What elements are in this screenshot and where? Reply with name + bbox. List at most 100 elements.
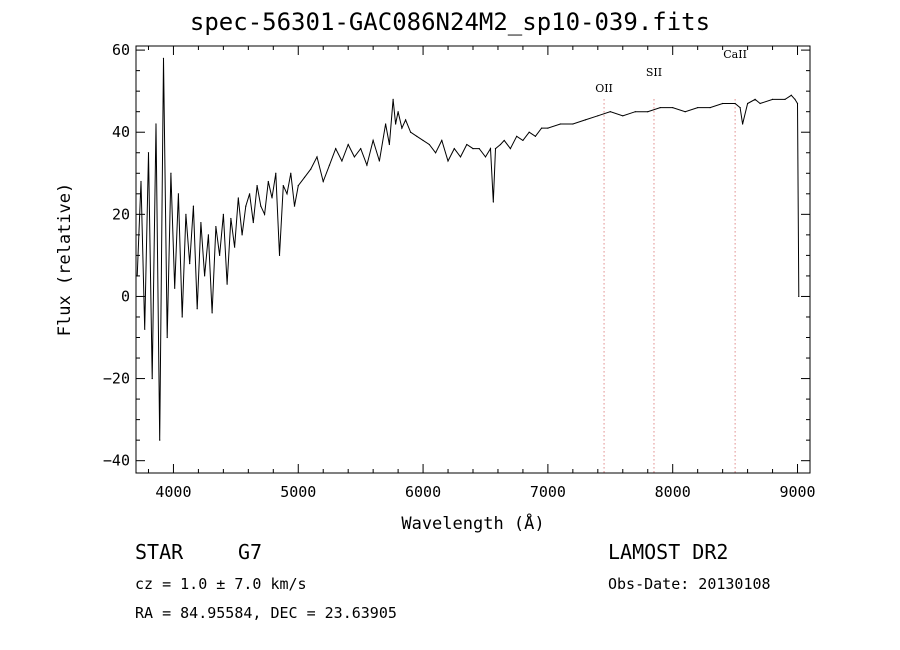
spectrum-point — [230, 217, 232, 220]
y-tick-label: 0 — [121, 287, 130, 305]
plot-frame — [135, 45, 811, 474]
spectrum-point — [263, 213, 266, 215]
object-subclass: G7 — [238, 540, 263, 564]
spectrum-point — [392, 98, 394, 100]
spectrum-point — [353, 156, 356, 158]
spectrum-point — [211, 312, 213, 314]
spectrum-point — [252, 221, 254, 224]
spectrum-point — [275, 172, 277, 174]
spectrum-point — [528, 131, 530, 133]
spectrum-point — [316, 156, 318, 158]
y-tick-label: 40 — [112, 123, 130, 141]
spectrum-point — [248, 193, 251, 195]
spectrum-point — [181, 316, 183, 318]
spectrum-point — [734, 102, 736, 105]
spectrum-point — [286, 193, 288, 195]
spectrum-point — [659, 106, 661, 109]
spectrum-point — [366, 164, 368, 166]
spectrum-point — [360, 148, 362, 150]
spectrum-point — [282, 184, 284, 187]
spectrum-point — [453, 148, 455, 150]
spectrum-point — [372, 139, 374, 142]
chart-title: spec-56301-GAC086N24M2_sp10-039.fits — [189, 8, 711, 36]
spectrum-point — [147, 152, 150, 154]
spectrum-point — [297, 184, 299, 187]
spectrum-point — [385, 123, 387, 125]
obs-date: Obs-Date: 20130108 — [608, 575, 771, 593]
object-class: STAR — [135, 540, 184, 564]
spectrum-point — [170, 172, 172, 174]
spectrum-point — [378, 160, 380, 162]
spectrum-point — [484, 156, 487, 158]
spectrum-point — [328, 164, 331, 166]
spectrum-point — [192, 205, 195, 207]
spectrum-point — [335, 148, 337, 150]
spectrum-point — [447, 160, 449, 162]
spectrum-point — [494, 148, 497, 150]
spectrum-point — [405, 119, 407, 121]
spectrum-point — [290, 172, 292, 174]
spectrum-point — [489, 148, 492, 150]
spectrum-point — [541, 127, 543, 129]
x-axis-label: Wavelength (Å) — [401, 512, 544, 534]
x-tick-label: 8000 — [655, 483, 691, 501]
x-tick-label: 7000 — [530, 483, 566, 501]
redshift-line: cz = 1.0 ± 7.0 km/s — [135, 575, 307, 593]
spectrum-point — [559, 123, 561, 125]
spectrum-point — [401, 127, 403, 129]
y-tick-label: −20 — [103, 370, 130, 388]
spectrum-point — [622, 115, 624, 117]
spectrum-point — [754, 98, 756, 100]
spectrum-point — [739, 106, 741, 109]
x-tick-label: 5000 — [280, 483, 316, 501]
line-marker-label: OII — [595, 82, 613, 95]
spectrum-line — [136, 58, 800, 441]
spectrum-point — [794, 98, 796, 100]
spectrum-point — [310, 168, 312, 170]
spectrum-point — [347, 143, 349, 146]
spectrum-point — [177, 193, 180, 195]
spectrum-point — [534, 135, 537, 137]
line-marker-label: CaII — [723, 48, 747, 61]
y-tick-label: −40 — [103, 452, 130, 470]
spectrum-point — [322, 180, 324, 183]
spectrum-point — [459, 156, 462, 158]
spectrum-point — [260, 205, 262, 207]
spectrum-point — [278, 254, 281, 256]
y-tick-label: 20 — [112, 205, 130, 223]
y-axis-label: Flux (relative) — [55, 183, 75, 337]
spectrum-point — [136, 275, 138, 277]
spectrum-point — [798, 295, 800, 298]
spectrum-point — [215, 226, 217, 228]
spectrum-point — [341, 160, 343, 162]
spectrum-point — [722, 102, 724, 105]
spectrum-point — [234, 246, 236, 248]
spectrum-point — [189, 263, 191, 265]
spectrum-point — [388, 143, 390, 146]
spectrum-point — [237, 197, 239, 199]
spectrum-point — [245, 205, 247, 207]
spectrum-point — [742, 123, 744, 125]
spectrum-point — [200, 221, 202, 224]
spectrum-point — [144, 328, 146, 330]
spectrum-point — [697, 106, 699, 109]
spectrum-point — [609, 111, 611, 113]
x-tick-label: 4000 — [155, 483, 191, 501]
spectrum-point — [672, 106, 674, 109]
spectrum-point — [759, 102, 761, 105]
spectrum-point — [267, 180, 269, 183]
spectrum-point — [219, 254, 221, 256]
spectrum-point — [441, 139, 443, 142]
spectrum-point — [293, 205, 296, 207]
spectrum-point — [409, 131, 412, 133]
spectrum-point — [140, 180, 142, 183]
spectrum-point — [395, 123, 397, 125]
spectrum-point — [472, 148, 474, 150]
spectrum-point — [790, 94, 792, 96]
spectrum-point — [478, 148, 480, 150]
spectrum-point — [499, 143, 502, 146]
spectrum-point — [162, 57, 165, 59]
spectrum-point — [647, 111, 649, 113]
spectrum-point — [746, 102, 749, 105]
